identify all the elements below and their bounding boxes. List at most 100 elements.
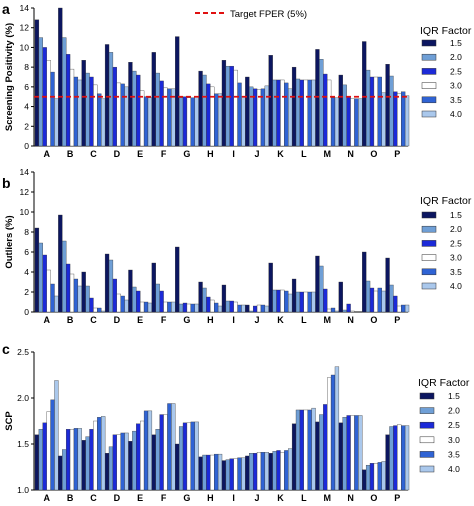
y-axis-label: Screening Positivity (%) bbox=[4, 23, 15, 131]
x-tick-label: F bbox=[161, 149, 167, 159]
bar-K-3.0 bbox=[280, 452, 285, 491]
bar-J-4.0 bbox=[264, 305, 269, 313]
bar-H-3.0 bbox=[210, 454, 215, 491]
bar-H-2.0 bbox=[202, 74, 207, 147]
legend-label-3.0: 3.0 bbox=[450, 81, 462, 91]
bar-I-2.0 bbox=[225, 65, 230, 147]
bar-N-4.0 bbox=[358, 98, 363, 147]
bar-A-2.0 bbox=[38, 37, 43, 147]
bar-M-3.0 bbox=[327, 79, 332, 147]
bar-A-3.5 bbox=[50, 71, 55, 147]
y-axis-label: SCP bbox=[4, 411, 15, 431]
bar-G-2.0 bbox=[178, 303, 184, 313]
bar-C-2.0 bbox=[85, 285, 90, 313]
bar-C-3.5 bbox=[97, 307, 102, 313]
bar-F-2.0 bbox=[155, 429, 160, 491]
bar-I-3.0 bbox=[233, 458, 238, 491]
bar-M-3.5 bbox=[330, 374, 336, 491]
bar-D-1.5 bbox=[104, 44, 110, 147]
bar-F-2.0 bbox=[155, 283, 160, 313]
bar-C-1.5 bbox=[81, 271, 86, 313]
bar-D-3.0 bbox=[116, 434, 121, 491]
legend-swatch-3.5 bbox=[421, 268, 437, 276]
legend-label-2.0: 2.0 bbox=[448, 406, 460, 416]
y-axis-label: Outliers (%) bbox=[4, 215, 15, 268]
bar-D-2.5 bbox=[112, 278, 117, 313]
bar-G-3.0 bbox=[186, 97, 192, 147]
bar-K-2.0 bbox=[272, 79, 277, 147]
bar-N-2.0 bbox=[342, 84, 347, 147]
bar-E-4.0 bbox=[147, 410, 153, 491]
bar-A-3.5 bbox=[50, 283, 55, 313]
bar-N-3.0 bbox=[350, 415, 355, 491]
bar-N-3.0 bbox=[350, 310, 355, 313]
legend-label-1.5: 1.5 bbox=[448, 391, 460, 401]
bar-L-2.0 bbox=[295, 291, 301, 313]
bar-K-2.5 bbox=[276, 289, 281, 313]
bar-B-1.5 bbox=[58, 7, 63, 147]
bar-P-1.5 bbox=[385, 257, 390, 313]
bar-I-4.0 bbox=[241, 457, 246, 491]
bar-A-1.5 bbox=[34, 434, 40, 491]
bar-C-2.5 bbox=[89, 76, 94, 147]
bar-B-2.5 bbox=[65, 429, 71, 491]
bar-H-4.0 bbox=[217, 305, 223, 313]
bar-C-3.0 bbox=[93, 84, 98, 147]
bar-G-3.5 bbox=[190, 421, 195, 491]
x-tick-label: A bbox=[43, 493, 50, 503]
bar-O-1.5 bbox=[362, 41, 367, 147]
bar-J-4.0 bbox=[264, 85, 269, 147]
y-tick-label: 14 bbox=[20, 167, 30, 177]
bar-O-4.0 bbox=[381, 290, 386, 313]
bar-L-2.5 bbox=[299, 291, 304, 313]
y-tick-label: 10 bbox=[20, 207, 30, 217]
bar-L-4.0 bbox=[311, 407, 316, 491]
y-tick-label: 0 bbox=[24, 307, 29, 317]
bar-L-3.0 bbox=[303, 409, 308, 491]
y-tick-label: 4 bbox=[24, 102, 29, 112]
legend-b: 1.5 2.0 2.5 3.0 3.5 4.0 bbox=[421, 210, 462, 291]
bar-G-2.5 bbox=[182, 422, 188, 491]
bar-O-2.0 bbox=[365, 464, 371, 491]
bar-L-2.5 bbox=[299, 79, 304, 147]
x-tick-label: F bbox=[161, 493, 167, 503]
x-tick-label: B bbox=[67, 149, 74, 159]
bar-I-2.0 bbox=[225, 459, 230, 491]
bar-L-1.5 bbox=[291, 423, 297, 491]
bar-K-4.0 bbox=[288, 448, 293, 491]
legend-swatch-4.0 bbox=[419, 465, 435, 473]
bar-K-1.5 bbox=[268, 262, 273, 313]
bar-M-2.0 bbox=[319, 414, 324, 491]
x-tick-label: P bbox=[394, 493, 400, 503]
bar-A-4.0 bbox=[54, 295, 59, 313]
bar-A-3.5 bbox=[50, 399, 55, 491]
bar-A-1.5 bbox=[34, 227, 40, 313]
bar-F-2.5 bbox=[159, 414, 164, 491]
x-tick-label: O bbox=[370, 149, 377, 159]
x-tick-label: G bbox=[183, 493, 190, 503]
bar-D-2.5 bbox=[112, 66, 117, 147]
bar-P-2.5 bbox=[393, 425, 398, 491]
bar-D-3.5 bbox=[120, 432, 125, 491]
bar-I-3.0 bbox=[233, 301, 238, 313]
bar-I-1.5 bbox=[221, 60, 227, 147]
legend-swatch-4.0 bbox=[421, 282, 437, 290]
y-tick-label: 1.5 bbox=[17, 439, 29, 449]
bar-J-3.0 bbox=[256, 452, 262, 491]
legend-label-2.0: 2.0 bbox=[450, 52, 462, 62]
bar-E-4.0 bbox=[147, 302, 153, 313]
x-tick-label: E bbox=[137, 493, 143, 503]
y-tick-label: 12 bbox=[20, 23, 30, 33]
bar-N-1.5 bbox=[338, 74, 343, 147]
bar-D-2.0 bbox=[108, 259, 114, 313]
y-tick-label: 2 bbox=[24, 287, 29, 297]
bar-I-2.5 bbox=[229, 65, 234, 147]
legend-swatch-3.0 bbox=[419, 436, 435, 444]
bar-P-2.0 bbox=[389, 426, 394, 491]
y-tick-label: 8 bbox=[24, 227, 29, 237]
x-tick-label: H bbox=[207, 149, 214, 159]
bar-J-2.0 bbox=[249, 86, 254, 147]
x-tick-label: F bbox=[161, 315, 167, 325]
bar-M-2.5 bbox=[323, 73, 328, 147]
